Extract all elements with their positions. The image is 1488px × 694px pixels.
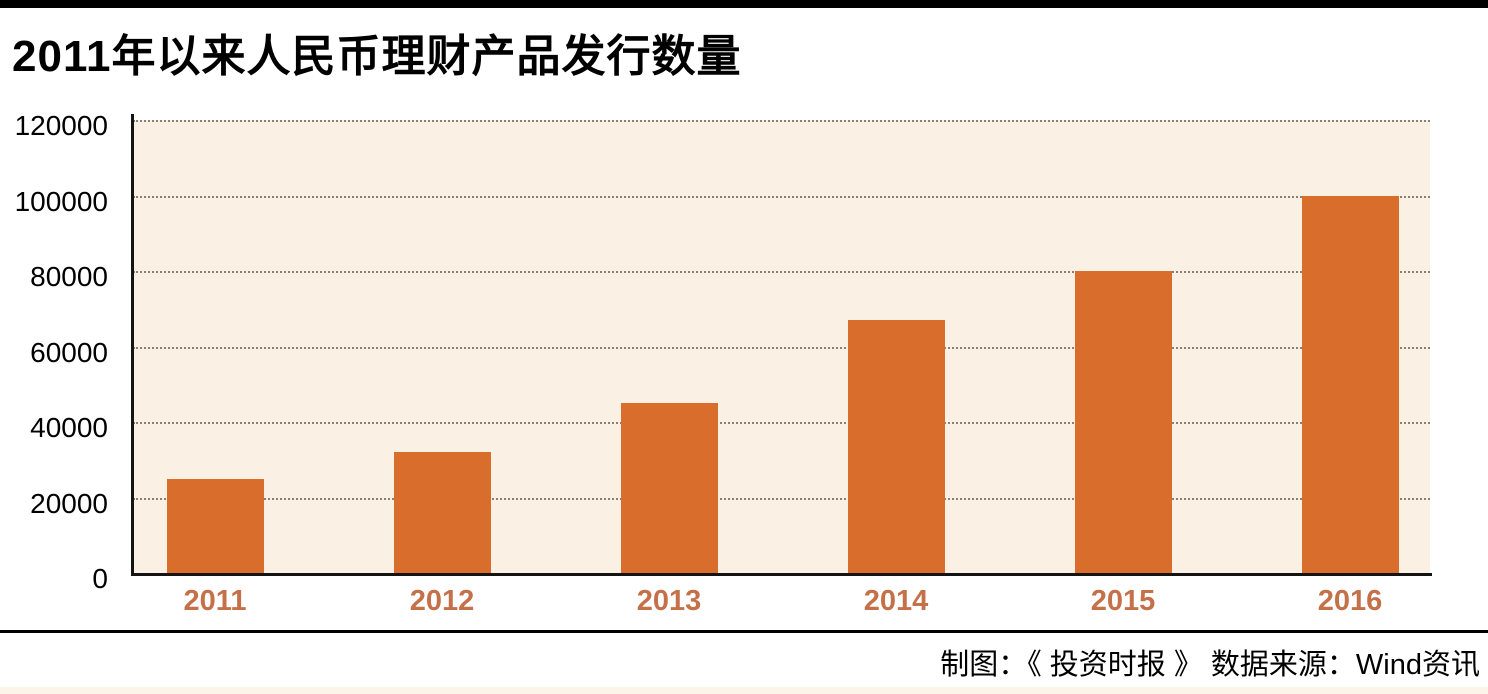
credit-text: 制图：《 投资时报 》 数据来源：Wind资讯 bbox=[940, 649, 1480, 681]
bar-2016 bbox=[1301, 195, 1399, 573]
x-tick-label-2016: 2016 bbox=[1317, 585, 1383, 617]
gridline-60000 bbox=[133, 346, 1430, 349]
y-tick-label-120000: 120000 bbox=[14, 110, 108, 141]
bar-2012 bbox=[393, 452, 491, 573]
x-tick-label-2011: 2011 bbox=[183, 585, 247, 617]
y-tick-label-100000: 100000 bbox=[14, 185, 108, 217]
top-accent-bar bbox=[0, 0, 1488, 8]
plot-area bbox=[133, 120, 1430, 573]
y-tick-label-0: 0 bbox=[92, 563, 108, 594]
x-tick-label-2013: 2013 bbox=[636, 585, 702, 617]
footer-divider-line bbox=[0, 630, 1488, 633]
y-axis-line bbox=[131, 114, 134, 576]
gridline-100000 bbox=[133, 195, 1430, 198]
gridline-120000 bbox=[133, 120, 1430, 122]
chart-title: 2011年以来人民币理财产品发行数量 bbox=[12, 32, 742, 81]
x-tick-label-2015: 2015 bbox=[1090, 585, 1156, 617]
bar-2011 bbox=[166, 478, 264, 573]
y-tick-label-60000: 60000 bbox=[30, 336, 108, 368]
bar-2015 bbox=[1074, 271, 1172, 573]
bottom-accent-strip bbox=[0, 687, 1488, 694]
y-tick-label-40000: 40000 bbox=[30, 412, 108, 443]
gridline-20000 bbox=[133, 497, 1430, 500]
x-tick-label-2014: 2014 bbox=[863, 585, 929, 617]
y-tick-label-20000: 20000 bbox=[30, 487, 108, 519]
x-axis-line bbox=[131, 573, 1432, 576]
gridline-80000 bbox=[133, 271, 1430, 273]
bar-2014 bbox=[847, 320, 945, 573]
x-tick-label-2012: 2012 bbox=[409, 585, 475, 617]
y-tick-label-80000: 80000 bbox=[30, 261, 108, 292]
bar-2013 bbox=[620, 403, 718, 573]
gridline-40000 bbox=[133, 422, 1430, 424]
